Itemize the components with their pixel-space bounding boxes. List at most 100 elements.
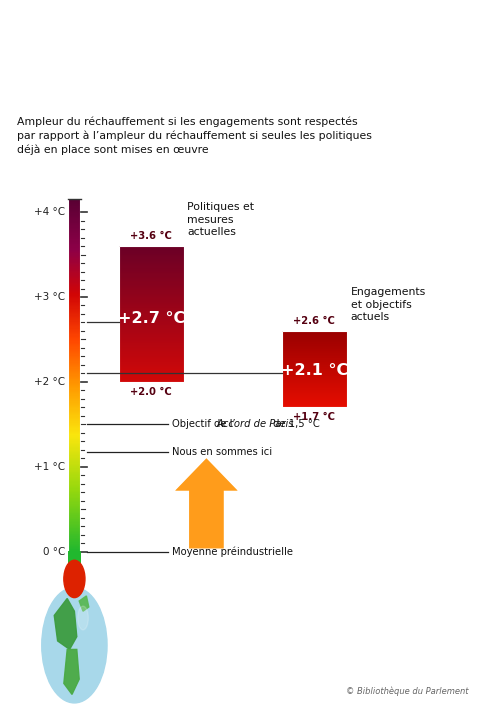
Bar [68,366,81,367]
Bar [68,303,81,304]
Bar [68,429,81,431]
Bar [119,290,183,291]
Bar [119,299,183,301]
Bar [68,352,81,353]
Bar [119,295,183,296]
Bar [68,367,81,369]
Bar [68,544,81,545]
Bar [68,346,81,347]
Bar [119,370,183,372]
Bar [68,267,81,269]
Bar [119,338,183,339]
Bar [68,412,81,413]
Bar [119,315,183,316]
Bar [119,320,183,321]
Bar [119,297,183,298]
Bar [119,324,183,325]
Bar [68,358,81,359]
Bar [119,269,183,270]
Bar [119,265,183,267]
Bar [68,528,81,529]
Bar [68,270,81,271]
Bar [68,468,81,470]
Bar [119,305,183,306]
Bar [68,360,81,362]
Bar [68,539,81,540]
Bar [68,282,81,283]
Bar [68,451,81,452]
Bar [68,516,81,518]
Bar [68,379,81,380]
Bar [119,264,183,265]
Bar [68,255,81,256]
Bar [68,440,81,441]
Bar [68,326,81,327]
Bar [68,534,81,536]
Bar [68,275,81,277]
Text: Accord de Paris: Accord de Paris [216,419,294,429]
Bar [68,218,81,219]
Bar [68,336,81,338]
Bar [68,249,81,251]
Bar [68,383,81,384]
Bar [68,251,81,252]
Bar [119,263,183,264]
Bar [119,348,183,349]
Bar [119,278,183,279]
Bar [68,513,81,514]
Bar [68,243,81,244]
Bar [68,419,81,420]
Bar [119,373,183,374]
Bar [68,506,81,507]
Bar [68,343,81,344]
Bar [68,470,81,471]
Bar [68,339,81,340]
Bar [68,523,81,525]
Bar [68,314,81,316]
Bar [68,210,81,211]
FancyArrow shape [175,458,238,549]
Bar [68,201,81,202]
Bar [68,529,81,531]
Bar [68,206,81,208]
Bar [68,305,81,306]
Bar [119,364,183,365]
Bar [119,326,183,328]
Bar [68,548,81,549]
Bar [68,349,81,351]
Text: Engagements
et objectifs
actuels: Engagements et objectifs actuels [350,287,426,322]
Bar [68,311,81,312]
Bar [68,420,81,421]
Bar [68,211,81,212]
Bar [68,525,81,526]
Bar [68,499,81,500]
Bar [68,487,81,488]
Bar [119,349,183,350]
Bar [119,248,183,249]
Bar [68,519,81,520]
Bar [119,328,183,329]
Bar [68,479,81,480]
Bar [119,378,183,380]
Bar [68,225,81,226]
Bar [68,444,81,445]
Bar [68,219,81,221]
Bar [68,442,81,444]
Bar [68,494,81,495]
Bar [119,332,183,333]
Bar [68,334,81,336]
Text: © Bibliothèque du Parlement: © Bibliothèque du Parlement [346,687,468,696]
Text: +2.0 °C: +2.0 °C [131,387,172,397]
Bar [68,416,81,418]
Bar [119,352,183,354]
Bar [68,247,81,249]
Bar [68,500,81,501]
Bar [68,404,81,405]
Bar [119,368,183,370]
Bar [119,262,183,263]
Bar [119,246,183,382]
Bar [68,414,81,416]
Bar [119,260,183,261]
Bar [119,341,183,342]
Bar [68,234,81,236]
